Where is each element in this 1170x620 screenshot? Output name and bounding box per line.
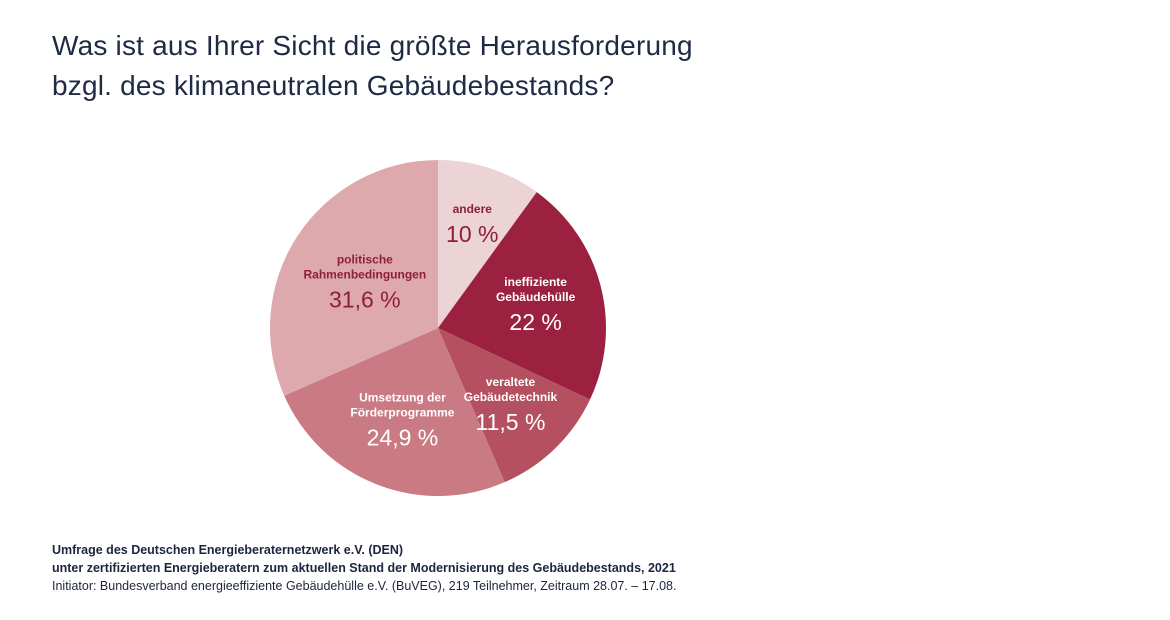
source-line-1: Umfrage des Deutschen Energieberaternetz… bbox=[52, 543, 404, 557]
slice-label-4-line-1: Umsetzung der bbox=[359, 391, 446, 405]
pie-slice-2 bbox=[438, 192, 606, 400]
slice-label-3-line-1: veraltete bbox=[486, 375, 536, 389]
slice-value-3: 11,5 % bbox=[476, 409, 546, 435]
source-note: Umfrage des Deutschen Energieberaternetz… bbox=[52, 541, 676, 595]
slice-label-2-line-2: Gebäudehülle bbox=[496, 290, 576, 304]
slice-value-5: 31,6 % bbox=[329, 286, 401, 312]
pie-slice-1 bbox=[438, 160, 537, 328]
pie-slice-5 bbox=[269, 160, 438, 396]
slice-label-5-line-2: Rahmenbedingungen bbox=[303, 267, 426, 281]
slice-label-3-line-2: Gebäudetechnik bbox=[464, 390, 558, 404]
slice-label-1-line-1: andere bbox=[453, 202, 493, 216]
chart-title: Was ist aus Ihrer Sicht die größte Herau… bbox=[52, 26, 693, 106]
pie-slice-4 bbox=[284, 328, 505, 496]
pie-slices bbox=[269, 160, 606, 496]
slice-value-4: 24,9 % bbox=[367, 425, 439, 451]
slice-value-2: 22 % bbox=[509, 309, 561, 335]
source-line-2: unter zertifizierten Energieberatern zum… bbox=[52, 561, 676, 575]
slice-label-2-line-1: ineffiziente bbox=[504, 275, 567, 289]
source-line-3: Initiator: Bundesverband energieeffizien… bbox=[52, 579, 677, 593]
slice-label-5-line-1: politische bbox=[337, 252, 393, 266]
chart-title-line-2: bzgl. des klimaneutralen Gebäudebestands… bbox=[52, 70, 615, 101]
slice-value-1: 10 % bbox=[446, 221, 498, 247]
chart-title-line-1: Was ist aus Ihrer Sicht die größte Herau… bbox=[52, 30, 693, 61]
pie-slice-3 bbox=[438, 328, 591, 483]
slice-label-4-line-2: Förderprogramme bbox=[350, 406, 454, 420]
